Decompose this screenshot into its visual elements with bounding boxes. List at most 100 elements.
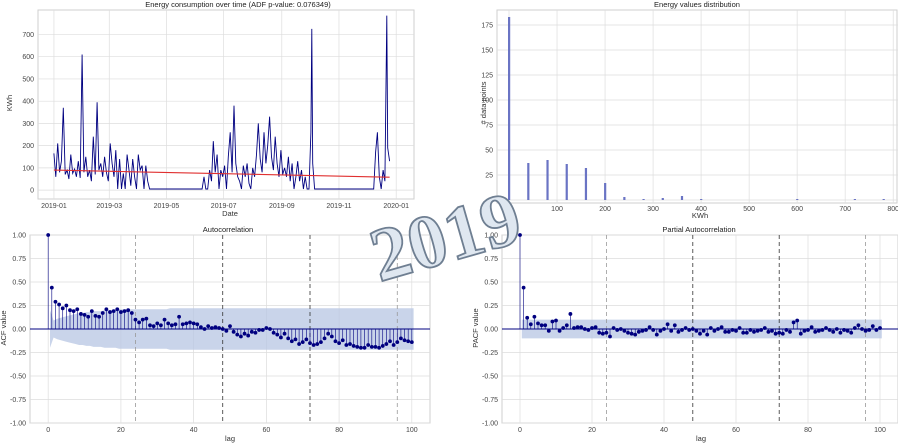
lag-marker: [716, 327, 720, 331]
lag-marker: [297, 342, 301, 346]
histogram-bar: [508, 17, 511, 200]
lag-marker: [79, 312, 83, 316]
energy-timeseries-panel: Date KWh 0 100 200 300 400 500 600 700 2019-01 20…: [5, 0, 415, 218]
chart-title: Energy consumption over time (ADF p-valu…: [145, 0, 331, 9]
lag-marker: [651, 328, 656, 332]
x-tick-label: 40: [660, 427, 668, 434]
energy-series-line: [53, 15, 391, 190]
lag-marker: [64, 303, 69, 308]
lag-marker: [119, 310, 123, 314]
lag-marker: [597, 330, 602, 335]
lag-marker: [257, 328, 261, 332]
y-tick-label: 100: [22, 165, 34, 172]
x-axis-label: lag: [225, 434, 235, 443]
x-tick-label: 2020-01: [383, 203, 409, 210]
x-tick-label: 700: [839, 206, 851, 213]
lag-marker: [388, 339, 392, 344]
lag-marker: [177, 314, 181, 319]
y-tick-label: 150: [481, 48, 493, 55]
y-axis-label: ACF value: [0, 310, 8, 345]
lag-marker: [329, 334, 334, 339]
energy-histogram-panel: Energy values distribution KWh # data po…: [479, 0, 898, 220]
lag-marker: [741, 330, 746, 335]
lag-marker: [355, 344, 360, 349]
lag-marker: [701, 328, 706, 333]
histogram-bar: [680, 196, 684, 200]
lag-marker: [734, 328, 738, 333]
lag-marker: [690, 327, 695, 331]
y-tick-label: 50: [485, 148, 493, 155]
lag-marker: [191, 321, 196, 326]
lag-marker: [308, 341, 312, 345]
lag-marker: [766, 329, 771, 334]
y-tick-label: 0.50: [484, 280, 498, 287]
y-tick-label: 0.75: [484, 256, 498, 263]
lag-marker: [752, 329, 756, 334]
x-tick-label: 400: [695, 206, 707, 213]
y-tick-label: 175: [481, 23, 493, 30]
lag-marker: [662, 327, 666, 331]
lag-marker: [344, 343, 349, 347]
lag-marker: [575, 325, 580, 330]
y-tick-label: -1.00: [482, 421, 498, 428]
lag-marker: [213, 325, 218, 330]
lag-marker: [860, 327, 864, 331]
lag-marker: [802, 328, 807, 333]
lag-marker: [636, 329, 641, 334]
lag-marker: [249, 329, 254, 334]
lag-marker: [708, 326, 713, 330]
histogram-bar: [604, 183, 607, 200]
lag-marker: [195, 322, 200, 327]
lag-marker: [271, 330, 276, 335]
lag-marker: [798, 331, 803, 336]
lag-marker: [608, 334, 612, 339]
lag-marker: [521, 285, 526, 290]
lag-marker: [759, 328, 764, 332]
lag-marker: [622, 328, 627, 333]
x-tick-label: 800: [887, 206, 898, 213]
lag-marker: [647, 325, 652, 330]
lag-marker: [75, 307, 80, 312]
lag-marker: [333, 339, 338, 344]
lag-marker: [68, 308, 72, 313]
lag-marker: [582, 327, 587, 331]
lag-marker: [275, 332, 280, 337]
lag-marker: [723, 329, 728, 334]
lag-marker: [809, 325, 814, 330]
lag-marker: [557, 328, 562, 333]
lag-marker: [282, 331, 287, 336]
lag-marker: [676, 329, 681, 334]
x-tick-label: 2019-05: [154, 203, 180, 210]
y-tick-label: 400: [22, 99, 34, 106]
lag-marker: [380, 344, 385, 348]
lag-marker: [300, 340, 305, 345]
lag-marker: [104, 307, 109, 312]
y-tick-label: 0: [489, 198, 493, 205]
trend-line: [53, 169, 390, 178]
lag-marker: [791, 320, 796, 325]
lag-marker: [604, 330, 609, 335]
histogram-bar: [527, 163, 530, 200]
lag-marker: [834, 327, 839, 331]
histogram-bar: [853, 199, 856, 200]
x-tick-label: 100: [406, 427, 418, 434]
lag-marker: [806, 328, 810, 332]
lag-marker: [402, 338, 407, 343]
lag-marker: [831, 329, 836, 334]
lag-marker: [384, 342, 389, 346]
lag-marker: [169, 323, 174, 328]
lag-marker: [391, 343, 396, 347]
lag-marker: [543, 323, 548, 328]
x-tick-label: 80: [335, 427, 343, 434]
x-tick-label: 20: [588, 427, 596, 434]
x-tick-label: 0: [46, 427, 50, 434]
lag-marker: [155, 321, 160, 326]
lag-marker: [304, 337, 309, 342]
lag-marker: [377, 345, 381, 350]
y-tick-label: 0.00: [484, 327, 498, 334]
lag-marker: [644, 328, 648, 332]
lag-marker: [539, 323, 544, 328]
lag-marker: [528, 322, 533, 327]
lag-marker: [71, 309, 76, 314]
lag-marker: [755, 328, 760, 333]
